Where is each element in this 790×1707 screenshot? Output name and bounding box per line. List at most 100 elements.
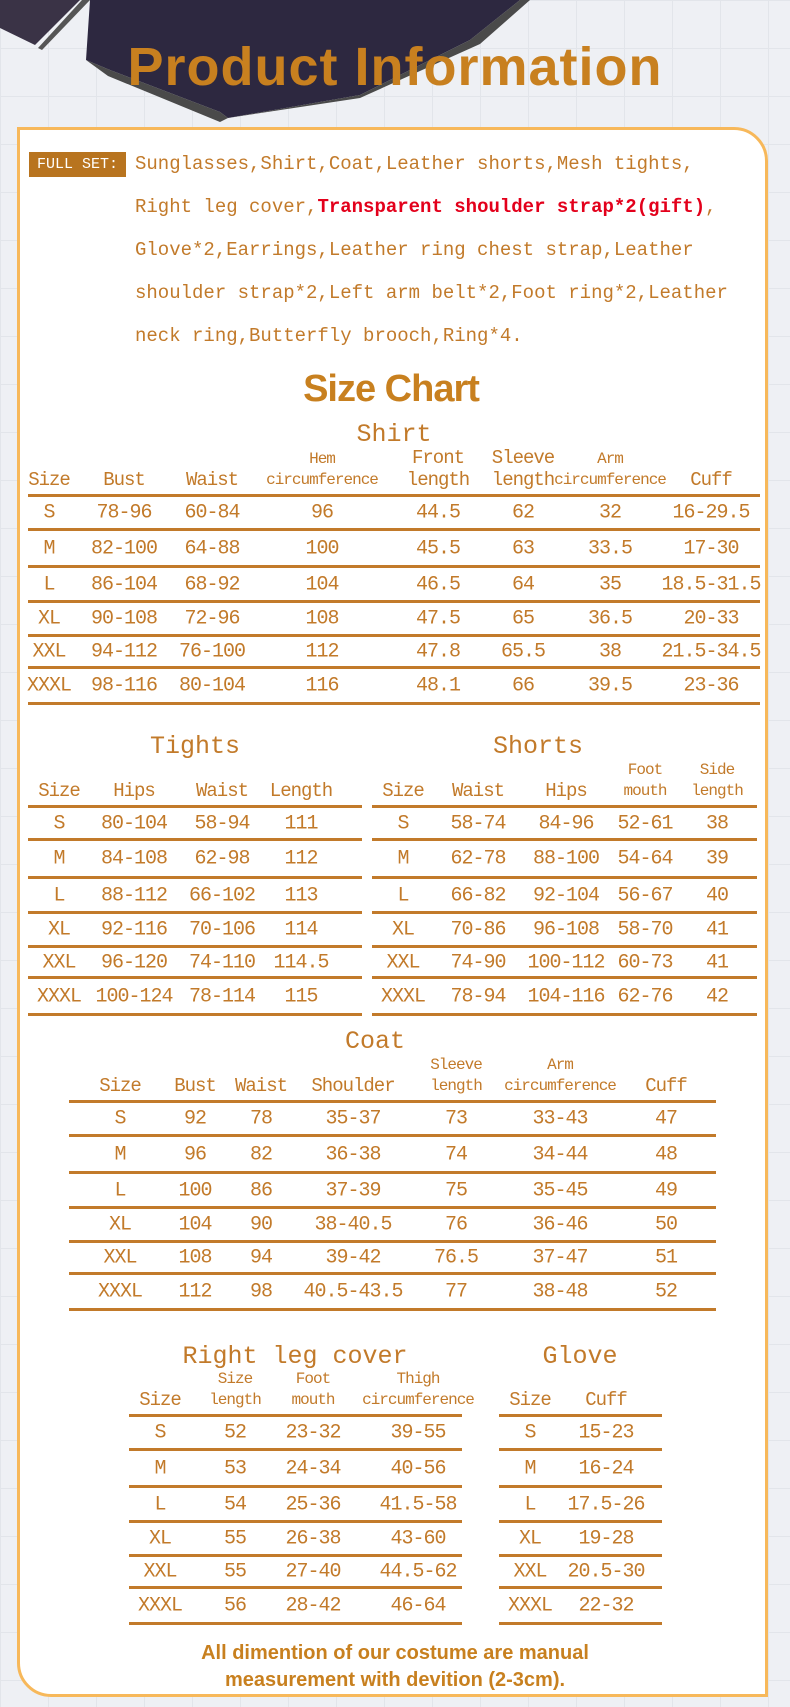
coat-table-cell: 76.5 — [433, 1246, 479, 1270]
glove-table-cell: M — [524, 1457, 536, 1480]
coat-table-cell: 98 — [249, 1280, 273, 1304]
leg-table-cell: 25-36 — [285, 1493, 341, 1516]
shorts-table-cell: XL — [391, 918, 415, 942]
full-set-line: Right leg cover,Transparent shoulder str… — [135, 196, 717, 218]
coat-table-cell: 51 — [654, 1246, 678, 1270]
shorts-row-divider — [372, 976, 757, 979]
coat-row-divider — [69, 1171, 716, 1174]
leg-table-cell: 40-56 — [390, 1457, 446, 1480]
glove-row-divider — [499, 1448, 662, 1451]
shorts-table-cell: 54-64 — [617, 847, 673, 871]
coat-table-cell: XXL — [103, 1246, 137, 1270]
glove-row-divider — [499, 1586, 662, 1589]
coat-table-cell: 36-46 — [532, 1213, 588, 1237]
coat-table-cell: 112 — [178, 1280, 212, 1304]
leg-table-cell: 23-32 — [285, 1421, 341, 1445]
shirt-table-cell: 65.5 — [500, 640, 546, 664]
shorts-table-cell: XXL — [386, 951, 420, 974]
shirt-table-cell: 82-100 — [90, 537, 158, 560]
coat-table-cell: 52 — [654, 1280, 678, 1304]
shirt-table-cell: 64 — [511, 573, 535, 596]
tights-table-cell: S — [53, 812, 65, 835]
coat-table-cell: 36-38 — [325, 1143, 381, 1166]
coat-table-cell: 35-37 — [325, 1107, 381, 1131]
leg-column-header: Size length — [209, 1370, 262, 1409]
measurement-note-line2: measurement with devition (2-3cm). — [224, 1669, 566, 1691]
coat-table-cell: 104 — [178, 1213, 212, 1237]
shirt-table-cell: 35 — [598, 573, 622, 596]
shirt-table-cell: 32 — [598, 501, 622, 525]
coat-table-cell: 92 — [183, 1107, 207, 1131]
leg-table-cell: 28-42 — [285, 1594, 341, 1618]
shirt-table-cell: 64-88 — [184, 537, 240, 560]
tights-table-cell: 111 — [284, 812, 318, 835]
gift-item: Transparent shoulder strap*2(gift) — [317, 196, 706, 218]
tights-column-header: Hips — [113, 780, 156, 802]
coat-table-cell: 37-47 — [532, 1246, 588, 1270]
shirt-table-cell: 76-100 — [178, 640, 246, 664]
leg-table-cell: L — [154, 1493, 166, 1516]
coat-table-cell: 33-43 — [532, 1107, 588, 1131]
shirt-row-divider — [28, 702, 760, 705]
full-set-label: FULL SET: — [29, 152, 126, 177]
shirt-table-cell: 33.5 — [587, 537, 633, 560]
full-set-line: Glove*2,Earrings,Leather ring chest stra… — [135, 239, 694, 261]
tights-row-divider — [28, 805, 362, 808]
shirt-table-cell: 47.5 — [415, 607, 461, 631]
shirt-column-header: Hem circumference — [266, 450, 379, 489]
shorts-table-cell: 40 — [705, 884, 729, 907]
leg-table-cell: 52 — [223, 1421, 247, 1445]
tights-column-header: Length — [269, 780, 333, 802]
coat-table-title: Coat — [344, 1027, 406, 1056]
tights-table-cell: 78-114 — [188, 985, 256, 1008]
shirt-table-cell: XXL — [32, 640, 66, 664]
coat-table-cell: 34-44 — [532, 1143, 588, 1166]
item-text: Right leg cover, — [135, 196, 318, 218]
tights-table-cell: 80-104 — [100, 812, 168, 835]
shorts-table-cell: 70-86 — [450, 918, 506, 942]
size-chart-title: Size Chart — [303, 368, 480, 410]
coat-table-cell: 35-45 — [532, 1179, 588, 1202]
leg-row-divider — [129, 1622, 462, 1625]
shorts-column-header: Foot mouth — [623, 761, 667, 800]
shorts-column-header: Waist — [451, 780, 505, 802]
shirt-table-cell: 90-108 — [90, 607, 158, 631]
glove-column-header: Cuff — [585, 1389, 628, 1411]
coat-table-cell: 73 — [444, 1107, 468, 1131]
shorts-table-cell: 74-90 — [450, 951, 506, 974]
coat-column-header: Waist — [234, 1075, 288, 1097]
shorts-table-cell: 41 — [705, 918, 729, 942]
coat-row-divider — [69, 1240, 716, 1243]
leg-table-cell: 27-40 — [285, 1560, 341, 1584]
tights-row-divider — [28, 945, 362, 948]
tights-table-cell: 114 — [284, 918, 318, 942]
shirt-column-header: Size — [28, 469, 71, 491]
leg-table-cell: M — [154, 1457, 166, 1480]
leg-table-cell: 54 — [223, 1493, 247, 1516]
leg-table-title: Right leg cover — [182, 1342, 408, 1371]
shirt-row-divider — [28, 600, 760, 603]
shorts-table-cell: M — [397, 847, 409, 871]
glove-row-divider — [499, 1485, 662, 1488]
full-set-line: neck ring,Butterfly brooch,Ring*4. — [135, 325, 523, 347]
full-set-line: Sunglasses,Shirt,Coat,Leather shorts,Mes… — [135, 153, 694, 175]
leg-row-divider — [129, 1586, 462, 1589]
glove-column-header: Size — [509, 1389, 552, 1411]
tights-table-cell: M — [53, 847, 65, 871]
shorts-table-cell: 41 — [705, 951, 729, 974]
leg-table-cell: XXXL — [137, 1594, 183, 1618]
glove-table-cell: XXL — [513, 1560, 547, 1584]
glove-table-cell: 15-23 — [578, 1421, 634, 1445]
shirt-table-cell: 39.5 — [587, 674, 633, 698]
coat-column-header: Size — [99, 1075, 142, 1097]
leg-table-cell: 26-38 — [285, 1527, 341, 1551]
shirt-column-header: Waist — [185, 469, 239, 491]
shirt-table-cell: 86-104 — [90, 573, 158, 596]
tights-table-cell: 74-110 — [188, 951, 256, 974]
shorts-table-cell: 56-67 — [617, 884, 673, 907]
coat-table-cell: 94 — [249, 1246, 273, 1270]
measurement-note-line1: All dimention of our costume are manual — [201, 1642, 589, 1664]
coat-table-cell: S — [114, 1107, 126, 1131]
leg-table-cell: S — [154, 1421, 166, 1445]
shorts-column-header: Side length — [691, 761, 744, 800]
